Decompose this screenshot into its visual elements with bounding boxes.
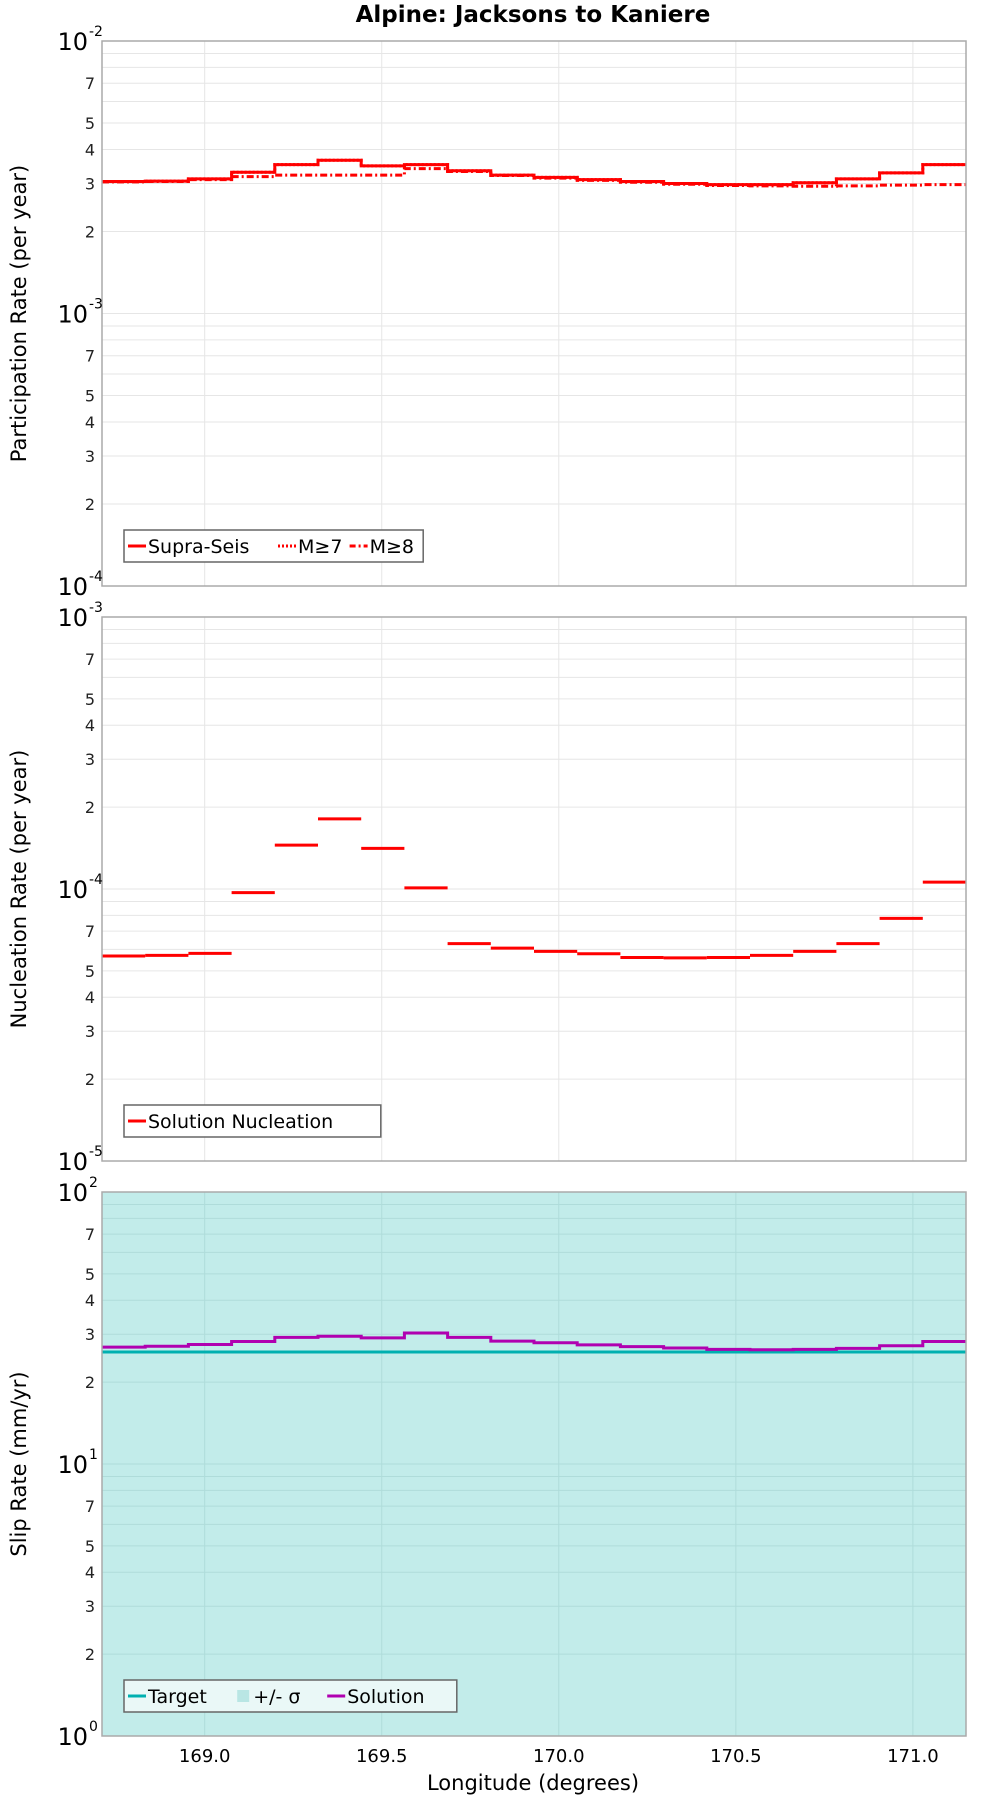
y-tick-major: 10 [57, 1451, 88, 1479]
legend-box [123, 1679, 458, 1713]
y-axis-label: Participation Rate (per year) [7, 165, 31, 462]
y-tick-minor: 2 [85, 222, 95, 241]
y-tick-minor: 4 [85, 140, 95, 159]
y-tick-minor: 7 [85, 347, 95, 366]
y-tick-minor: 7 [85, 922, 95, 941]
y-tick-exponent: 2 [89, 1175, 98, 1191]
y-tick-minor: 7 [85, 650, 95, 669]
y-tick-minor: 7 [85, 74, 95, 93]
x-tick-label: 170.0 [533, 1746, 585, 1767]
y-tick-exponent: -4 [89, 872, 103, 888]
series-m-8 [102, 167, 966, 188]
x-tick-label: 169.0 [179, 1746, 231, 1767]
y-tick-major: 10 [57, 301, 88, 329]
y-tick-exponent: -2 [89, 24, 103, 40]
plot-frame [101, 1191, 967, 1737]
y-tick-minor: 5 [85, 387, 95, 406]
chart-title: Alpine: Jacksons to Kaniere [356, 2, 711, 28]
y-tick-minor: 2 [85, 798, 95, 817]
y-tick-minor: 3 [85, 1022, 95, 1041]
series-line [102, 1331, 966, 1352]
y-tick-minor: 5 [85, 690, 95, 709]
y-tick-major: 10 [57, 573, 88, 601]
legend-box [123, 529, 424, 563]
legend: Supra-Seis M≥7 M≥8 [123, 529, 424, 563]
legend-label: Solution [347, 1686, 424, 1708]
y-tick-exponent: 1 [89, 1447, 98, 1463]
x-tick-label: 170.5 [710, 1746, 762, 1767]
series-line [102, 167, 966, 188]
y-tick-minor: 4 [85, 1563, 95, 1582]
legend: Solution Nucleation [123, 1104, 382, 1138]
y-tick-major: 10 [57, 1723, 88, 1751]
y-tick-minor: 4 [85, 988, 95, 1007]
y-tick-minor: 4 [85, 413, 95, 432]
legend-swatch-sigma [237, 1690, 250, 1702]
y-tick-minor: 4 [85, 1291, 95, 1310]
y-tick-minor: 3 [85, 447, 95, 466]
y-axis-label: Nucleation Rate (per year) [7, 750, 31, 1029]
series-line [102, 158, 966, 187]
y-tick-exponent: 0 [89, 1719, 98, 1735]
y-tick-minor: 3 [85, 1597, 95, 1616]
legend-label: +/- σ [253, 1686, 300, 1708]
y-tick-exponent: -3 [89, 600, 103, 616]
y-tick-minor: 2 [85, 1645, 95, 1664]
y-tick-minor: 2 [85, 495, 95, 514]
series-solution [102, 1331, 966, 1352]
y-tick-minor: 7 [85, 1497, 95, 1516]
plot-frame [101, 40, 967, 587]
legend-label: M≥7 [298, 536, 342, 558]
y-tick-exponent: -4 [89, 569, 103, 585]
y-tick-minor: 3 [85, 174, 95, 193]
legend-label: Supra-Seis [148, 536, 249, 558]
plot-frame [101, 616, 967, 1162]
y-tick-major: 10 [57, 876, 88, 904]
y-tick-major: 10 [57, 28, 88, 56]
y-tick-minor: 2 [85, 1070, 95, 1089]
legend-label: Target [147, 1686, 207, 1708]
y-axis-label: Slip Rate (mm/yr) [7, 1371, 31, 1556]
series-m-7 [102, 158, 966, 187]
series-solution-nucleation [102, 817, 966, 960]
y-tick-minor: 4 [85, 716, 95, 735]
y-tick-exponent: -3 [89, 297, 103, 313]
y-tick-minor: 5 [85, 114, 95, 133]
y-tick-major: 10 [57, 1179, 88, 1207]
y-tick-minor: 5 [85, 1265, 95, 1284]
y-tick-minor: 5 [85, 962, 95, 981]
y-tick-minor: 5 [85, 1537, 95, 1556]
y-tick-minor: 3 [85, 750, 95, 769]
x-tick-label: 169.5 [356, 1746, 408, 1767]
y-tick-minor: 3 [85, 1325, 95, 1344]
y-tick-major: 10 [57, 604, 88, 632]
legend-box [123, 1104, 382, 1138]
legend: Target +/- σ Solution [123, 1679, 458, 1713]
legend-label: M≥8 [370, 536, 414, 558]
legend-label: Solution Nucleation [148, 1111, 333, 1133]
y-tick-exponent: -5 [89, 1144, 103, 1160]
y-tick-minor: 2 [85, 1373, 95, 1392]
y-tick-major: 10 [57, 1148, 88, 1176]
x-tick-label: 171.0 [887, 1746, 939, 1767]
y-tick-minor: 7 [85, 1225, 95, 1244]
x-axis-label: Longitude (degrees) [427, 1771, 639, 1795]
